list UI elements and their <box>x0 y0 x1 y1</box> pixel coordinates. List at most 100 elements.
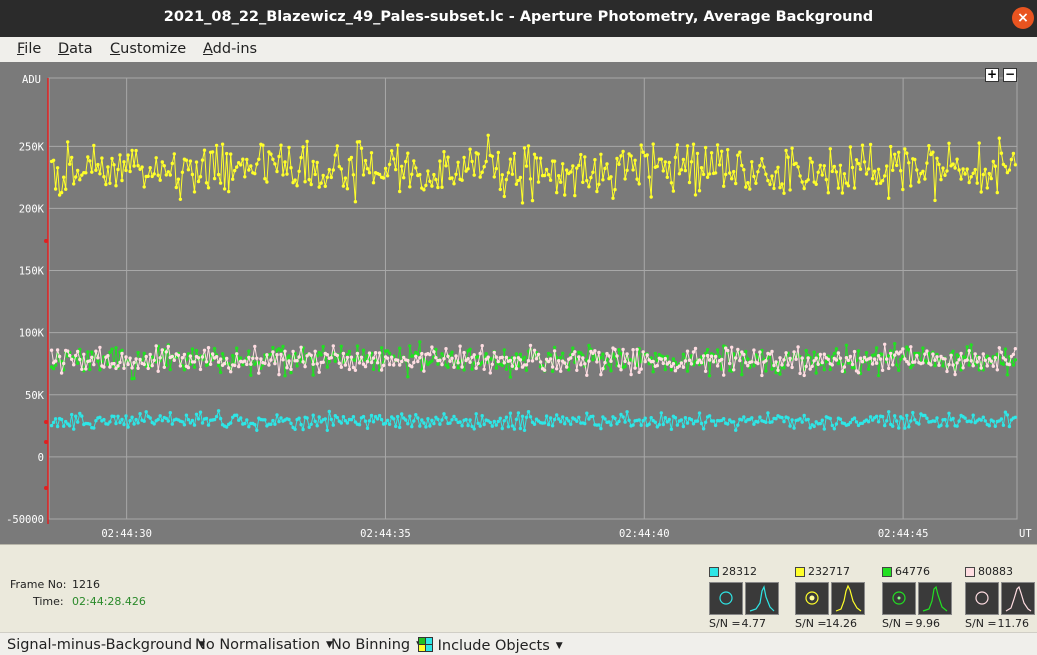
data-point <box>138 167 142 171</box>
data-point <box>772 186 776 191</box>
data-point <box>663 367 667 372</box>
light-curve-plot[interactable]: 250K 200K 150K 100K 50K 0 -50000 02:44:30 02:44:… <box>0 62 1037 544</box>
data-point <box>691 422 696 426</box>
data-point <box>345 352 350 357</box>
zoom-in-button[interactable]: + <box>985 67 999 82</box>
data-point <box>327 167 331 172</box>
menu-file[interactable]: File <box>17 41 41 57</box>
y-tick-label: 100K <box>19 328 45 340</box>
data-point <box>275 353 279 357</box>
data-point <box>695 419 700 423</box>
data-point <box>665 420 669 424</box>
star-panel-2[interactable]: 232717 S/N = 14.26 <box>795 565 885 631</box>
data-point <box>325 428 329 432</box>
data-point <box>345 421 350 425</box>
data-point <box>106 354 110 358</box>
star-panel-3[interactable]: 64776 S/N = 9.96 <box>882 565 972 631</box>
data-point <box>295 359 299 363</box>
data-point <box>462 155 466 160</box>
data-point <box>206 186 211 190</box>
data-point <box>796 345 800 349</box>
data-point <box>939 423 943 427</box>
light-curve-chart[interactable]: 250K 200K 150K 100K 50K 0 -50000 02:44:30 02:44:… <box>0 62 1037 544</box>
data-point <box>102 175 106 179</box>
data-point <box>524 368 529 372</box>
normalisation-dropdown[interactable]: No Normalisation ▼ <box>195 637 333 653</box>
star-3-profile-thumbnail[interactable] <box>918 582 952 615</box>
data-point <box>555 190 559 195</box>
data-point <box>152 358 156 362</box>
star-4-aperture-thumbnail[interactable] <box>965 582 999 615</box>
star-2-profile-thumbnail[interactable] <box>831 582 865 615</box>
zoom-out-button[interactable]: − <box>1003 67 1017 82</box>
data-point <box>800 356 804 360</box>
data-point <box>512 151 517 156</box>
data-point <box>820 173 824 177</box>
data-point <box>285 366 289 370</box>
data-point <box>400 164 404 168</box>
menu-customize[interactable]: Customize <box>110 41 186 57</box>
data-point <box>180 170 185 174</box>
data-point <box>456 160 460 164</box>
menu-data[interactable]: Data <box>58 41 93 57</box>
star-1-profile-thumbnail[interactable] <box>745 582 779 615</box>
data-point <box>452 182 456 186</box>
data-point <box>683 416 688 420</box>
close-window-button[interactable]: × <box>1012 7 1034 29</box>
data-point <box>231 177 235 181</box>
data-point <box>365 359 370 364</box>
star-panel-1[interactable]: 28312 S/N = 4.77 <box>709 565 799 631</box>
data-point <box>62 361 66 366</box>
data-point <box>732 169 736 174</box>
data-point <box>464 417 468 422</box>
data-point <box>615 354 619 358</box>
star-1-aperture-thumbnail[interactable] <box>709 582 743 615</box>
data-point <box>597 350 601 355</box>
data-point <box>259 357 263 361</box>
normalisation-label: No Normalisation <box>195 637 321 653</box>
star-panel-4[interactable]: 80883 S/N = 11.76 <box>965 565 1037 631</box>
data-point <box>752 348 756 352</box>
data-point <box>571 352 575 357</box>
data-point <box>951 162 955 166</box>
data-point <box>510 364 515 368</box>
data-point <box>186 168 191 172</box>
data-point <box>92 426 96 430</box>
x-tick-label: 02:44:45 <box>878 528 929 540</box>
normalisation-chevron-icon: ▼ <box>326 640 333 650</box>
menu-customize-mnemonic: C <box>110 41 121 57</box>
data-point <box>387 351 392 355</box>
star-4-profile-thumbnail[interactable] <box>1001 582 1035 615</box>
menu-add-ins[interactable]: Add-ins <box>203 41 257 57</box>
data-point <box>289 367 293 371</box>
data-point <box>941 166 945 170</box>
data-point <box>812 424 816 429</box>
data-point <box>860 143 865 147</box>
data-point <box>379 417 384 422</box>
data-point <box>154 344 158 348</box>
data-point <box>94 168 98 172</box>
binning-dropdown[interactable]: No Binning▼ <box>331 637 423 653</box>
data-point <box>70 357 74 361</box>
data-point <box>609 359 613 363</box>
data-point <box>870 362 875 366</box>
include-objects-dropdown[interactable]: Include Objects ▼ <box>418 637 563 654</box>
data-point <box>870 176 875 181</box>
data-point <box>941 364 945 368</box>
data-point <box>359 146 364 150</box>
signal-mode-dropdown[interactable]: Signal-minus-Background ▼ <box>7 637 205 653</box>
star-2-aperture-thumbnail[interactable] <box>795 582 829 615</box>
data-point <box>297 355 301 359</box>
star-3-sn-value: 9.96 <box>915 617 941 630</box>
menu-customize-rest: ustomize <box>120 41 187 57</box>
data-point <box>899 169 903 173</box>
data-point <box>468 347 472 351</box>
data-point <box>559 420 563 424</box>
star-3-aperture-thumbnail[interactable] <box>882 582 916 615</box>
data-point <box>774 370 778 375</box>
data-point <box>363 364 368 369</box>
data-point <box>349 418 354 422</box>
data-point <box>450 356 454 360</box>
data-point <box>546 359 551 364</box>
data-point <box>798 174 802 178</box>
